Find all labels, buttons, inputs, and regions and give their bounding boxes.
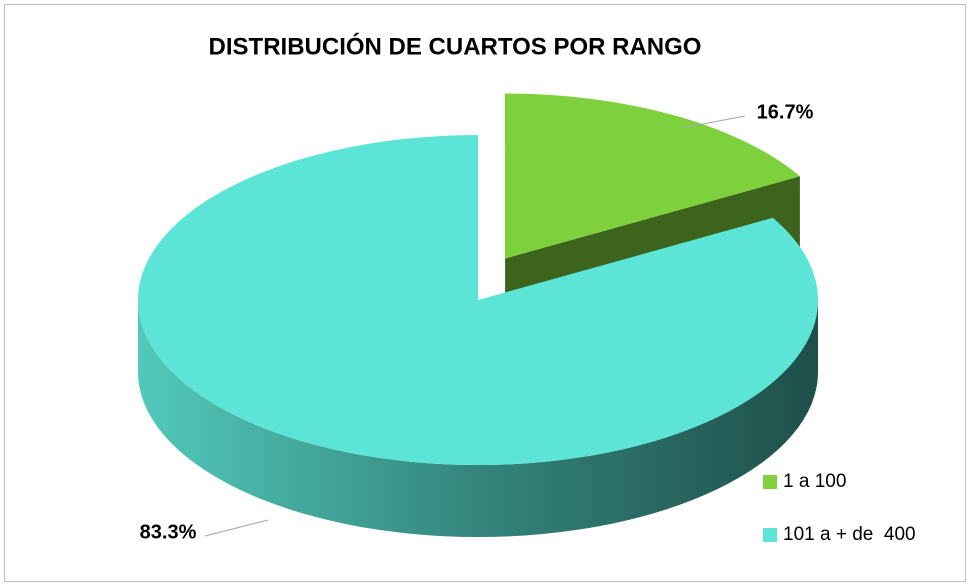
legend-label: 101 a + de 400 <box>783 524 916 545</box>
pie-slice <box>505 93 800 259</box>
legend-swatch <box>763 528 777 542</box>
data-label: 83.3% <box>140 521 197 543</box>
slice-side <box>138 300 818 537</box>
legend-swatch <box>763 475 777 489</box>
leader-line <box>204 519 269 537</box>
leader-line <box>681 115 746 129</box>
pie-slice <box>137 134 818 465</box>
legend-label: 1 a 100 <box>783 471 846 492</box>
data-label: 16.7% <box>757 101 814 123</box>
chart-title: DISTRIBUCIÓN DE CUARTOS POR RANGO <box>209 32 702 60</box>
